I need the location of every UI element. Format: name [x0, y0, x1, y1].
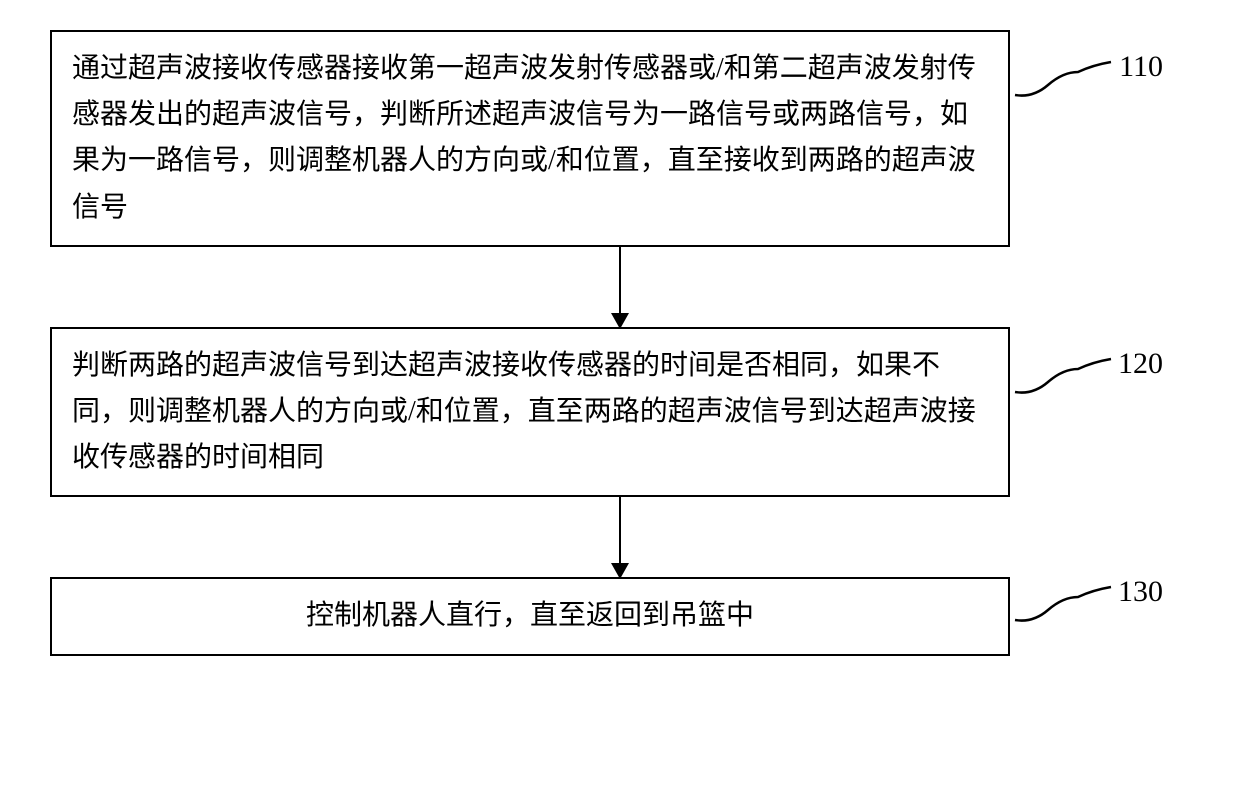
flowchart-step-130: 控制机器人直行，直至返回到吊篮中 130 — [50, 577, 1010, 655]
step-label-120: 120 — [1013, 339, 1163, 399]
connector-squiggle-icon — [1013, 585, 1113, 625]
step-label-130: 130 — [1013, 567, 1163, 627]
flowchart-step-120: 判断两路的超声波信号到达超声波接收传感器的时间是否相同，如果不同，则调整机器人的… — [50, 327, 1010, 498]
connector-squiggle-icon — [1013, 357, 1113, 397]
step-text: 控制机器人直行，直至返回到吊篮中 — [306, 600, 754, 631]
step-text: 判断两路的超声波信号到达超声波接收传感器的时间是否相同，如果不同，则调整机器人的… — [72, 350, 976, 473]
step-number: 130 — [1118, 567, 1163, 617]
step-text: 通过超声波接收传感器接收第一超声波发射传感器或/和第二超声波发射传感器发出的超声… — [72, 53, 976, 223]
flowchart-container: 通过超声波接收传感器接收第一超声波发射传感器或/和第二超声波发射传感器发出的超声… — [50, 30, 1190, 656]
step-label-110: 110 — [1013, 42, 1163, 102]
arrow-110-to-120 — [619, 247, 621, 327]
arrow-120-to-130 — [619, 497, 621, 577]
step-number: 120 — [1118, 339, 1163, 389]
flowchart-step-110: 通过超声波接收传感器接收第一超声波发射传感器或/和第二超声波发射传感器发出的超声… — [50, 30, 1010, 247]
connector-squiggle-icon — [1013, 60, 1113, 100]
step-number: 110 — [1119, 42, 1163, 92]
